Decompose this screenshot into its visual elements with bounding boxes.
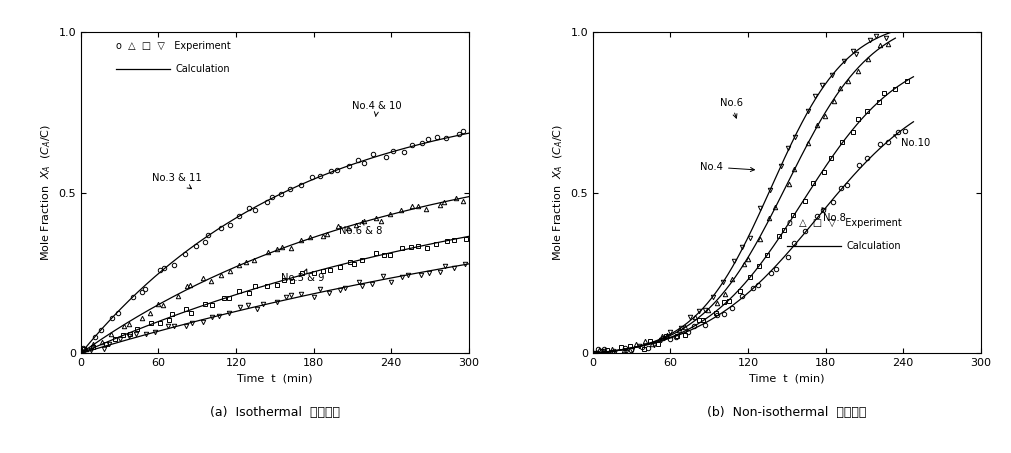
X-axis label: Time  t  (min): Time t (min) (749, 374, 825, 384)
Text: o  △  □  ▽   Experiment: o △ □ ▽ Experiment (787, 218, 902, 228)
X-axis label: Time  t  (min): Time t (min) (237, 374, 312, 384)
Text: No.6: No.6 (720, 98, 742, 118)
Text: No.5 & 9: No.5 & 9 (281, 269, 325, 283)
Text: No.10: No.10 (894, 135, 930, 148)
Text: Calculation: Calculation (176, 64, 231, 74)
Title: (b)  Non-isothermal  실험결과: (b) Non-isothermal 실험결과 (707, 406, 866, 419)
Text: o  △  □  ▽   Experiment: o △ □ ▽ Experiment (116, 41, 231, 51)
Text: No.4 & 10: No.4 & 10 (353, 101, 402, 116)
Text: Calculation: Calculation (847, 241, 902, 251)
Text: No.4: No.4 (701, 162, 754, 172)
Text: No.3 & 11: No.3 & 11 (152, 173, 202, 189)
Text: No.8: No.8 (822, 208, 846, 223)
Title: (a)  Isothermal  실험결과: (a) Isothermal 실험결과 (210, 406, 340, 419)
Y-axis label: Mole Fraction  $X_A$  ($C_A$/C): Mole Fraction $X_A$ ($C_A$/C) (551, 124, 565, 261)
Text: No.6 & 8: No.6 & 8 (340, 221, 383, 236)
Y-axis label: Mole Fraction  $X_A$  ($C_A$/C): Mole Fraction $X_A$ ($C_A$/C) (39, 124, 53, 261)
